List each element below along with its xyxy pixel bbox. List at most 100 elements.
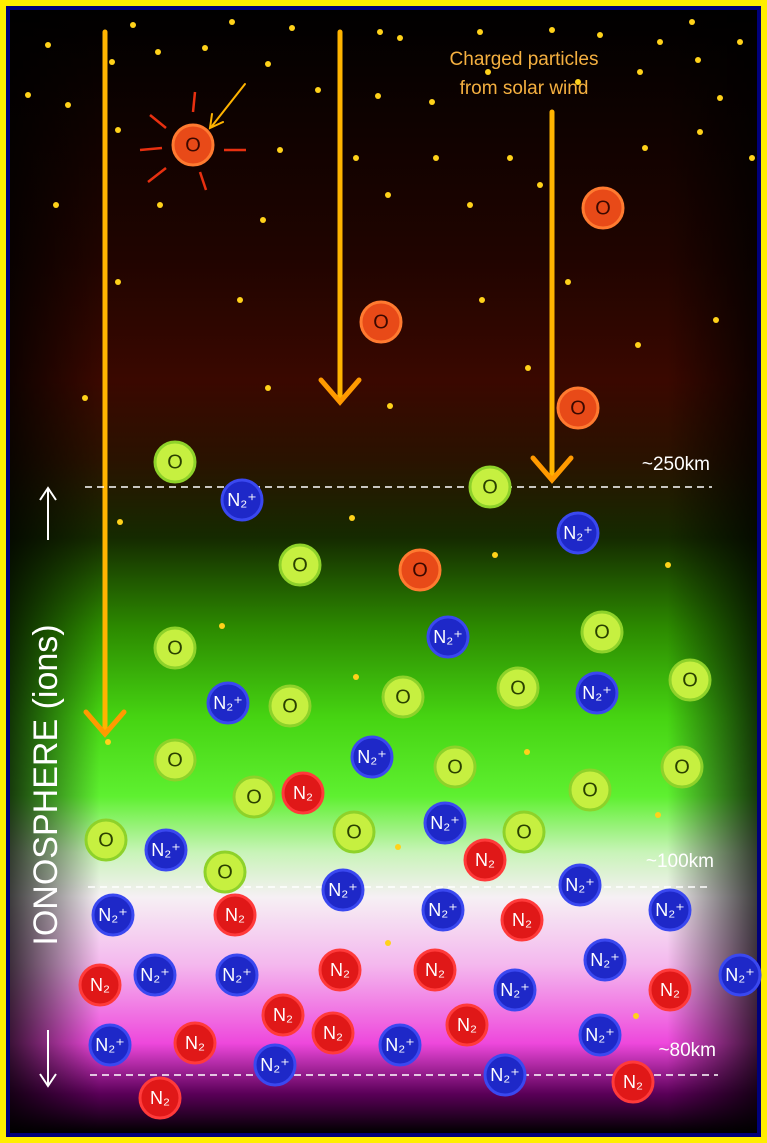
particle xyxy=(556,511,600,555)
arrow-head xyxy=(530,455,574,484)
star xyxy=(315,87,321,93)
particle xyxy=(144,828,188,872)
sun-rays xyxy=(139,91,246,191)
star xyxy=(749,155,755,161)
particle-label: O xyxy=(516,821,532,843)
particle xyxy=(153,440,197,484)
particle-label: O xyxy=(167,749,183,771)
star xyxy=(157,202,163,208)
particle xyxy=(660,745,704,789)
ray xyxy=(139,146,163,152)
particle-label: O xyxy=(292,554,308,576)
particle xyxy=(502,810,546,854)
star xyxy=(655,812,661,818)
star xyxy=(737,39,743,45)
star xyxy=(65,102,71,108)
star xyxy=(477,29,483,35)
arrow-head xyxy=(83,709,127,738)
particle xyxy=(359,300,403,344)
particle-label: O xyxy=(595,197,611,219)
particle-label: O xyxy=(185,134,201,156)
ray xyxy=(198,171,208,191)
particle xyxy=(138,1076,182,1120)
particle xyxy=(558,863,602,907)
particle xyxy=(153,738,197,782)
particle xyxy=(215,953,259,997)
star xyxy=(395,844,401,850)
particle xyxy=(173,1021,217,1065)
arrow-head xyxy=(318,377,362,406)
particle-label: O xyxy=(582,779,598,801)
star xyxy=(155,49,161,55)
star xyxy=(385,940,391,946)
star xyxy=(25,92,31,98)
particle xyxy=(648,968,692,1012)
star xyxy=(265,61,271,67)
altitude-lines xyxy=(85,486,718,1076)
particle-label: N₂ xyxy=(273,1005,293,1025)
particle-label: O xyxy=(98,829,114,851)
particle-label: O xyxy=(482,476,498,498)
star xyxy=(524,749,530,755)
star xyxy=(349,515,355,521)
particle xyxy=(311,1011,355,1055)
particle-label: N₂⁺ xyxy=(98,905,128,925)
pointer-head xyxy=(208,113,224,130)
particle xyxy=(648,888,692,932)
particle xyxy=(91,893,135,937)
particle-label: O xyxy=(682,669,698,691)
particle xyxy=(84,818,128,862)
star xyxy=(657,39,663,45)
star xyxy=(637,69,643,75)
star xyxy=(665,562,671,568)
particle xyxy=(350,735,394,779)
star xyxy=(549,27,555,33)
star xyxy=(237,297,243,303)
particle-label: N₂⁺ xyxy=(357,747,387,767)
annotation: from solar wind xyxy=(460,78,589,99)
particle-label: O xyxy=(167,451,183,473)
particle xyxy=(578,1013,622,1057)
altitude-label: ~80km xyxy=(658,1040,716,1061)
particle xyxy=(413,948,457,992)
star xyxy=(229,19,235,25)
star xyxy=(717,95,723,101)
ray xyxy=(147,167,167,183)
particle-label: N₂⁺ xyxy=(428,900,458,920)
particle-label: O xyxy=(510,677,526,699)
star xyxy=(479,297,485,303)
star xyxy=(260,217,266,223)
axis-label: IONOSPHERE (ions) xyxy=(27,624,65,945)
particle xyxy=(433,745,477,789)
particle xyxy=(568,768,612,812)
star xyxy=(537,182,543,188)
star xyxy=(82,395,88,401)
stars xyxy=(25,19,755,1019)
particle-label: N₂⁺ xyxy=(328,880,358,900)
particle-label: N₂ xyxy=(660,980,680,1000)
particle-label: N₂⁺ xyxy=(385,1035,415,1055)
star xyxy=(109,59,115,65)
particle xyxy=(332,810,376,854)
axis-arrow-head xyxy=(39,486,57,501)
star xyxy=(467,202,473,208)
particle-label: N₂⁺ xyxy=(590,950,620,970)
particles: O O O O O O O O O O O O O O O O O O O O O O O N₂⁺ N₂⁺ N₂⁺ N₂⁺ N₂⁺ N₂… xyxy=(78,123,762,1120)
particle-label: N₂⁺ xyxy=(140,965,170,985)
particle-label: N₂ xyxy=(330,960,350,980)
particle xyxy=(261,993,305,1037)
star xyxy=(117,519,123,525)
particle-label: O xyxy=(594,621,610,643)
star xyxy=(277,147,283,153)
particle-label: N₂⁺ xyxy=(500,980,530,1000)
particle-label: N₂⁺ xyxy=(563,523,593,543)
particle-label: N₂ xyxy=(457,1015,477,1035)
particle xyxy=(445,1003,489,1047)
particle xyxy=(203,850,247,894)
particle-label: N₂⁺ xyxy=(213,693,243,713)
particle xyxy=(556,386,600,430)
particle-label: N₂⁺ xyxy=(582,683,612,703)
star xyxy=(385,192,391,198)
particle-label: N₂⁺ xyxy=(227,490,257,510)
star xyxy=(105,739,111,745)
